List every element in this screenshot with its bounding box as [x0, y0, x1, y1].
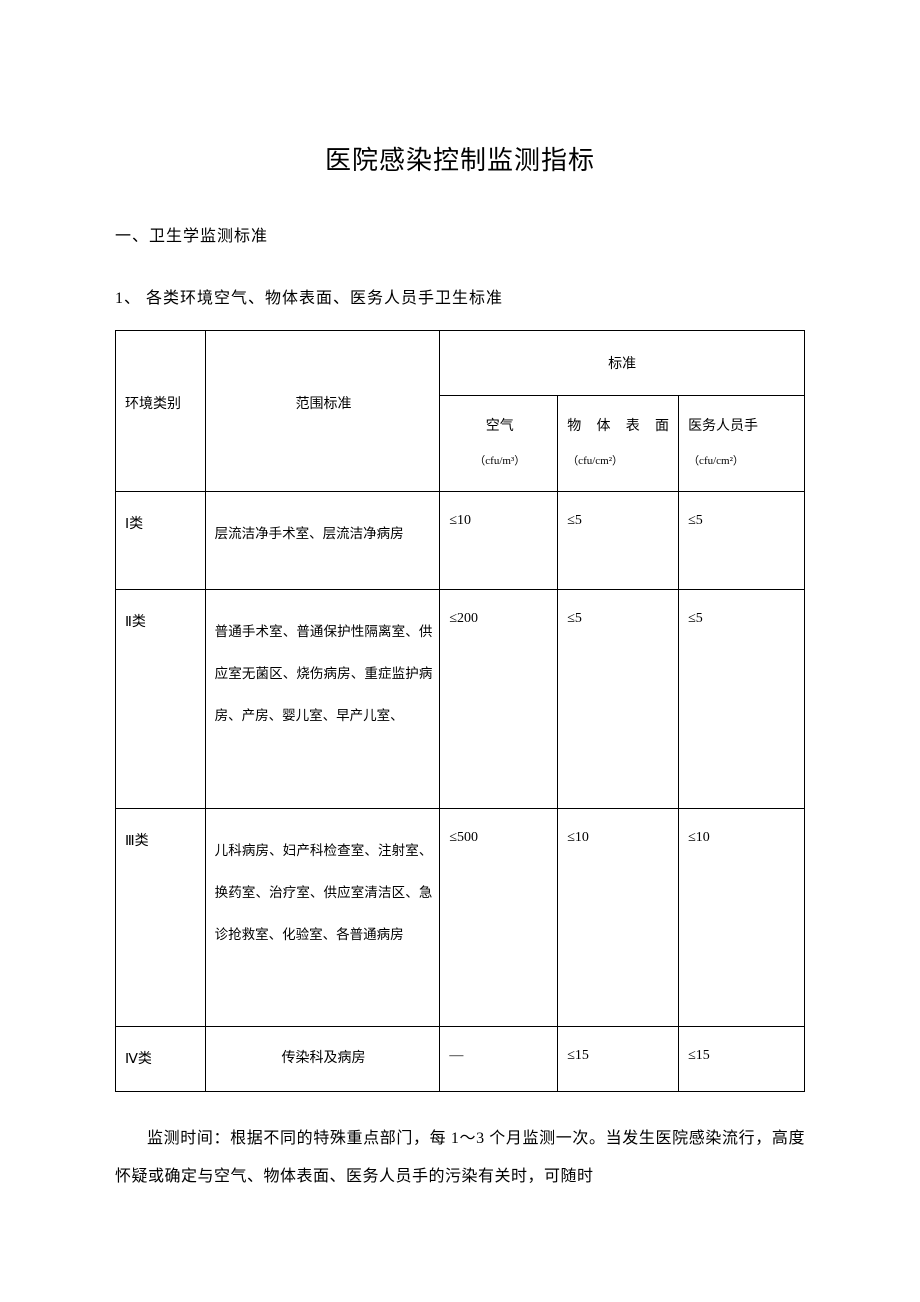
table-row: Ⅰ类 层流洁净手术室、层流洁净病房 ≤10 ≤5 ≤5	[116, 491, 805, 589]
header-hands: 医务人员手 （cfu/cm²）	[679, 396, 805, 492]
header-air-unit: （cfu/m³）	[449, 446, 550, 477]
cell-scope: 层流洁净手术室、层流洁净病房	[205, 491, 440, 589]
cell-category: Ⅳ类	[116, 1026, 206, 1091]
section-1-header: 一、卫生学监测标准	[115, 222, 805, 246]
cell-air: ≤200	[440, 589, 558, 808]
cell-surface: ≤15	[558, 1026, 679, 1091]
header-standard: 标准	[440, 331, 805, 396]
cell-category: Ⅰ类	[116, 491, 206, 589]
header-hands-label: 医务人员手	[688, 407, 797, 446]
header-air: 空气 （cfu/m³）	[440, 396, 558, 492]
cell-category: Ⅱ类	[116, 589, 206, 808]
header-surface-unit: （cfu/cm²）	[567, 446, 671, 477]
cell-scope: 传染科及病房	[205, 1026, 440, 1091]
cell-surface: ≤5	[558, 491, 679, 589]
header-surface-label: 物 体 表 面	[567, 407, 671, 446]
table-row: Ⅳ类 传染科及病房 — ≤15 ≤15	[116, 1026, 805, 1091]
cell-category: Ⅲ类	[116, 808, 206, 1026]
table-row: Ⅱ类 普通手术室、普通保护性隔离室、供应室无菌区、烧伤病房、重症监护病房、产房、…	[116, 589, 805, 808]
cell-surface: ≤10	[558, 808, 679, 1026]
cell-hands: ≤5	[679, 491, 805, 589]
header-scope: 范围标准	[205, 331, 440, 492]
subsection-1-1-header: 1、 各类环境空气、物体表面、医务人员手卫生标准	[115, 284, 805, 308]
header-surface: 物 体 表 面 （cfu/cm²）	[558, 396, 679, 492]
cell-surface: ≤5	[558, 589, 679, 808]
table-header-row-1: 环境类别 范围标准 标准	[116, 331, 805, 396]
header-category: 环境类别	[116, 331, 206, 492]
cell-air: ≤500	[440, 808, 558, 1026]
cell-scope: 儿科病房、妇产科检查室、注射室、换药室、治疗室、供应室清洁区、急诊抢救室、化验室…	[205, 808, 440, 1026]
document-title: 医院感染控制监测指标	[115, 140, 805, 177]
cell-hands: ≤10	[679, 808, 805, 1026]
header-hands-unit: （cfu/cm²）	[688, 446, 797, 477]
cell-hands: ≤5	[679, 589, 805, 808]
header-air-label: 空气	[449, 407, 550, 446]
monitoring-time-note: 监测时间：根据不同的特殊重点部门，每 1～3 个月监测一次。当发生医院感染流行，…	[115, 1120, 805, 1197]
table-row: Ⅲ类 儿科病房、妇产科检查室、注射室、换药室、治疗室、供应室清洁区、急诊抢救室、…	[116, 808, 805, 1026]
cell-hands: ≤15	[679, 1026, 805, 1091]
cell-scope: 普通手术室、普通保护性隔离室、供应室无菌区、烧伤病房、重症监护病房、产房、婴儿室…	[205, 589, 440, 808]
cell-air: ≤10	[440, 491, 558, 589]
cell-air: —	[440, 1026, 558, 1091]
hygiene-standards-table: 环境类别 范围标准 标准 空气 （cfu/m³） 物 体 表 面 （cfu/cm…	[115, 330, 805, 1092]
